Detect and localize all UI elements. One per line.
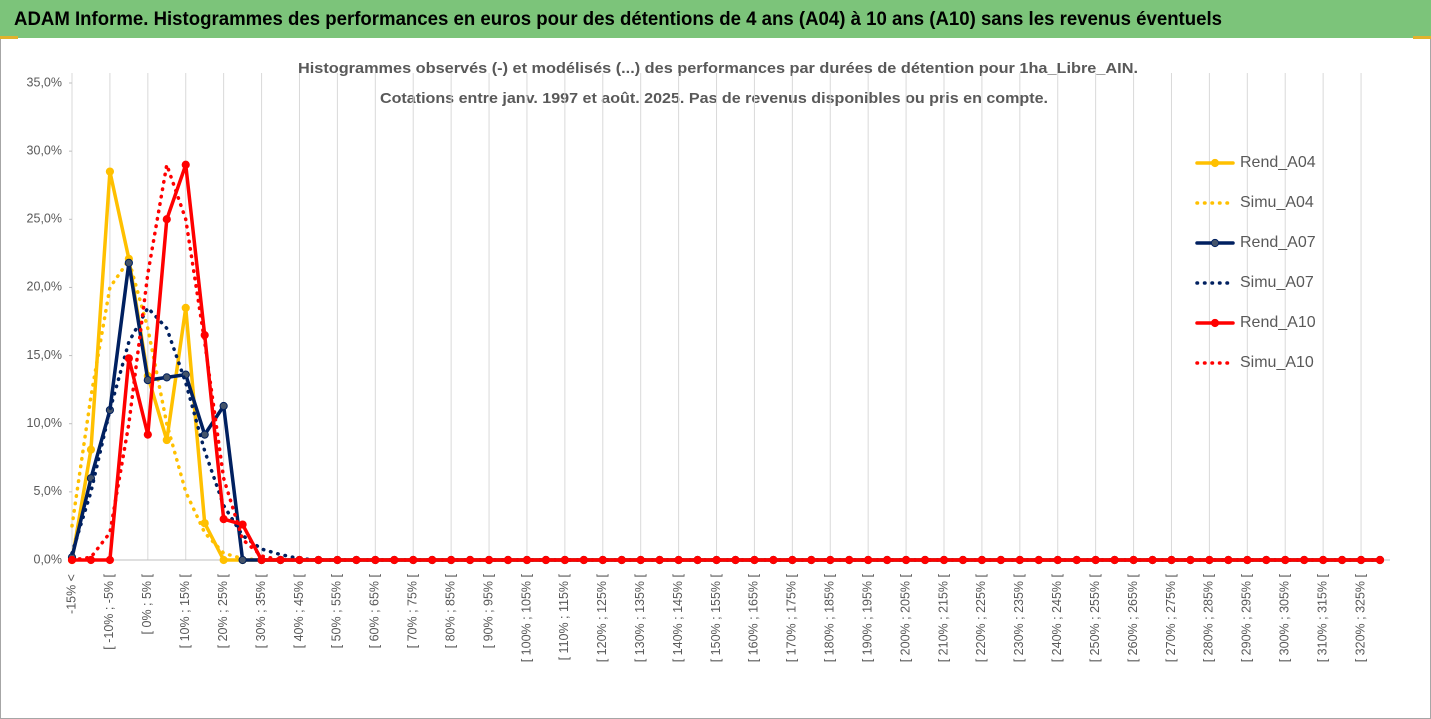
series-marker [219, 515, 228, 524]
x-tick-label: [ 30% ; 35% [ [254, 573, 268, 648]
series-marker [143, 430, 152, 439]
x-tick-label: [ 240% ; 245% [ [1050, 573, 1064, 662]
x-tick-label: -15% < [64, 574, 78, 614]
x-tick-label: [ 60% ; 65% [ [368, 573, 382, 648]
x-tick-label: [ 260% ; 265% [ [1126, 573, 1140, 662]
corner-accent [0, 36, 18, 39]
legend-label: Rend_A04 [1240, 154, 1316, 171]
series-marker [219, 401, 228, 411]
chart-title: Cotations entre janv. 1997 et août. 2025… [380, 90, 1048, 107]
series-marker [105, 555, 115, 565]
series-marker [200, 430, 209, 439]
legend-label: Rend_A10 [1240, 314, 1316, 331]
x-tick-label: [ 280% ; 285% [ [1202, 573, 1216, 662]
x-tick-label: [ 50% ; 55% [ [330, 573, 344, 648]
x-tick-label: [ 150% ; 155% [ [709, 573, 723, 662]
x-tick-label: [ 20% ; 25% [ [216, 573, 230, 648]
x-tick-label: [ 320% ; 325% [ [1353, 573, 1367, 662]
x-tick-label: [ 110% ; 115% [ [557, 573, 571, 660]
chart-title: Histogrammes observés (-) et modélisés (… [298, 60, 1138, 77]
legend-label: Simu_A07 [1240, 274, 1314, 291]
series-marker [219, 555, 228, 565]
legend-label: Simu_A04 [1240, 194, 1314, 211]
series-marker [105, 167, 115, 176]
series-marker [86, 555, 96, 565]
y-tick-label: 35,0% [27, 75, 62, 89]
series-marker [181, 160, 190, 169]
legend-marker [1210, 158, 1220, 168]
y-tick-label: 5,0% [34, 484, 63, 498]
x-tick-label: [ 160% ; 165% [ [747, 573, 761, 662]
x-tick-label: [ 310% ; 315% [ [1315, 573, 1329, 662]
series-marker [181, 303, 190, 312]
series-line [70, 163, 1382, 562]
x-tick-label: [ 140% ; 145% [ [671, 573, 685, 662]
x-tick-label: [ 180% ; 185% [ [823, 573, 837, 662]
x-tick-label: [ 170% ; 175% [ [785, 573, 799, 662]
y-tick-label: 30,0% [27, 143, 62, 157]
legend-marker [1210, 238, 1220, 248]
y-tick-label: 10,0% [27, 416, 62, 430]
x-tick-label: [ 230% ; 235% [ [1012, 573, 1026, 662]
x-tick-label: [ 100% ; 105% [ [519, 573, 533, 662]
x-tick-label: [ 190% ; 195% [ [860, 573, 874, 662]
series-marker [124, 354, 133, 363]
x-tick-label: [ 10% ; 15% [ [178, 573, 192, 648]
y-tick-label: 25,0% [27, 212, 62, 226]
legend-label: Simu_A10 [1240, 354, 1314, 371]
x-tick-label: [ 80% ; 85% [ [443, 573, 457, 648]
series-marker [238, 520, 247, 529]
x-tick-label: [ -10% ; -5% [ [102, 573, 116, 649]
y-tick-label: 20,0% [27, 280, 62, 294]
x-tick-label: [ 250% ; 255% [ [1088, 573, 1102, 662]
x-tick-label: [ 290% ; 295% [ [1240, 573, 1254, 662]
x-tick-label: [ 130% ; 135% [ [633, 573, 647, 662]
x-tick-label: [ 0% ; 5% [ [140, 573, 154, 634]
series-marker [162, 373, 171, 382]
legend-marker [1210, 318, 1220, 328]
x-tick-label: [ 220% ; 225% [ [974, 573, 988, 662]
series-marker [238, 555, 247, 565]
corner-accent [1413, 36, 1431, 39]
legend-label: Rend_A07 [1240, 234, 1316, 251]
y-tick-label: 15,0% [27, 348, 62, 362]
series-marker [86, 445, 96, 454]
x-tick-label: [ 120% ; 125% [ [595, 573, 609, 662]
series-marker [200, 519, 209, 528]
y-tick-label: 0,0% [34, 552, 63, 566]
header-bar [0, 0, 1431, 38]
x-tick-label: [ 70% ; 75% [ [406, 573, 420, 648]
x-tick-label: [ 200% ; 205% [ [898, 573, 912, 662]
series-marker [162, 215, 171, 224]
x-tick-label: [ 270% ; 275% [ [1164, 573, 1178, 662]
series-marker [124, 258, 133, 267]
x-tick-label: [ 210% ; 215% [ [936, 573, 950, 662]
x-tick-label: [ 40% ; 45% [ [292, 573, 306, 648]
header-title: ADAM Informe. Histogrammes des performan… [14, 9, 1222, 30]
x-tick-label: [ 90% ; 95% [ [481, 573, 495, 648]
series-marker [143, 376, 152, 385]
x-tick-label: [ 300% ; 305% [ [1278, 573, 1292, 662]
